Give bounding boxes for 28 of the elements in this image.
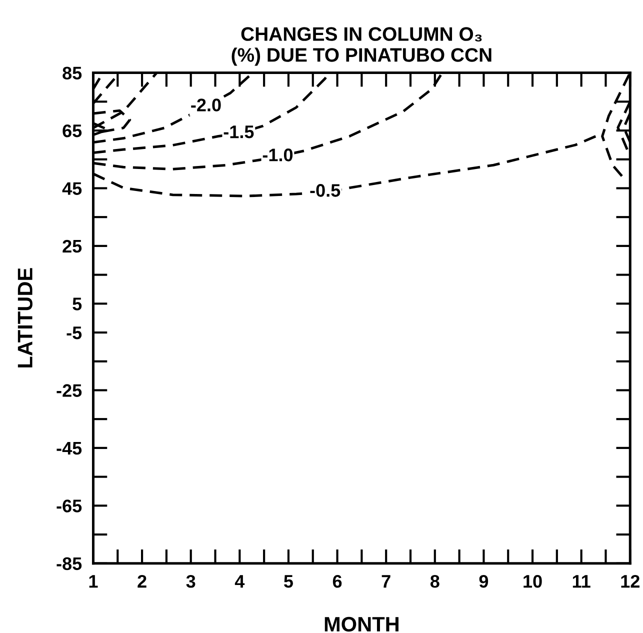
x-tick-label: 6	[332, 574, 342, 588]
y-tick-label: 65	[62, 124, 82, 138]
annotation: -0.5	[310, 184, 340, 197]
x-tick-label: 7	[382, 575, 390, 588]
x-tick-label: 2	[138, 574, 146, 588]
annotation: -1.5	[224, 126, 254, 138]
annotation: -1.0	[262, 148, 293, 162]
y-tick-label: 25	[62, 240, 82, 253]
y-tick-label: -25	[56, 384, 82, 397]
y-tick-label: -65	[56, 500, 82, 512]
x-tick-label: 11	[572, 575, 590, 588]
y-tick-label: -45	[56, 442, 82, 455]
x-axis-title: MONTH	[324, 616, 398, 632]
x-tick-label: 5	[284, 575, 293, 588]
y-tick-label: 45	[62, 182, 82, 195]
y-tick-label: -85	[56, 557, 82, 570]
x-tick-label: 4	[234, 575, 245, 588]
x-tick-label: 8	[430, 574, 440, 588]
y-tick-label: 85	[62, 66, 82, 80]
x-tick-label: 3	[186, 574, 196, 588]
x-tick-label: 9	[479, 574, 488, 588]
chart-title: CHANGES IN COLUMN O₃ (%) DUE TO PINATUBO CCN	[232, 27, 492, 66]
x-tick-label: 12	[621, 574, 640, 588]
x-tick-label: 1	[89, 575, 98, 588]
x-tick-label: 10	[524, 574, 542, 588]
y-tick-label: 5	[72, 298, 82, 310]
y-axis-title: LATITUDE	[18, 268, 32, 368]
y-tick-label: -5	[66, 326, 82, 340]
